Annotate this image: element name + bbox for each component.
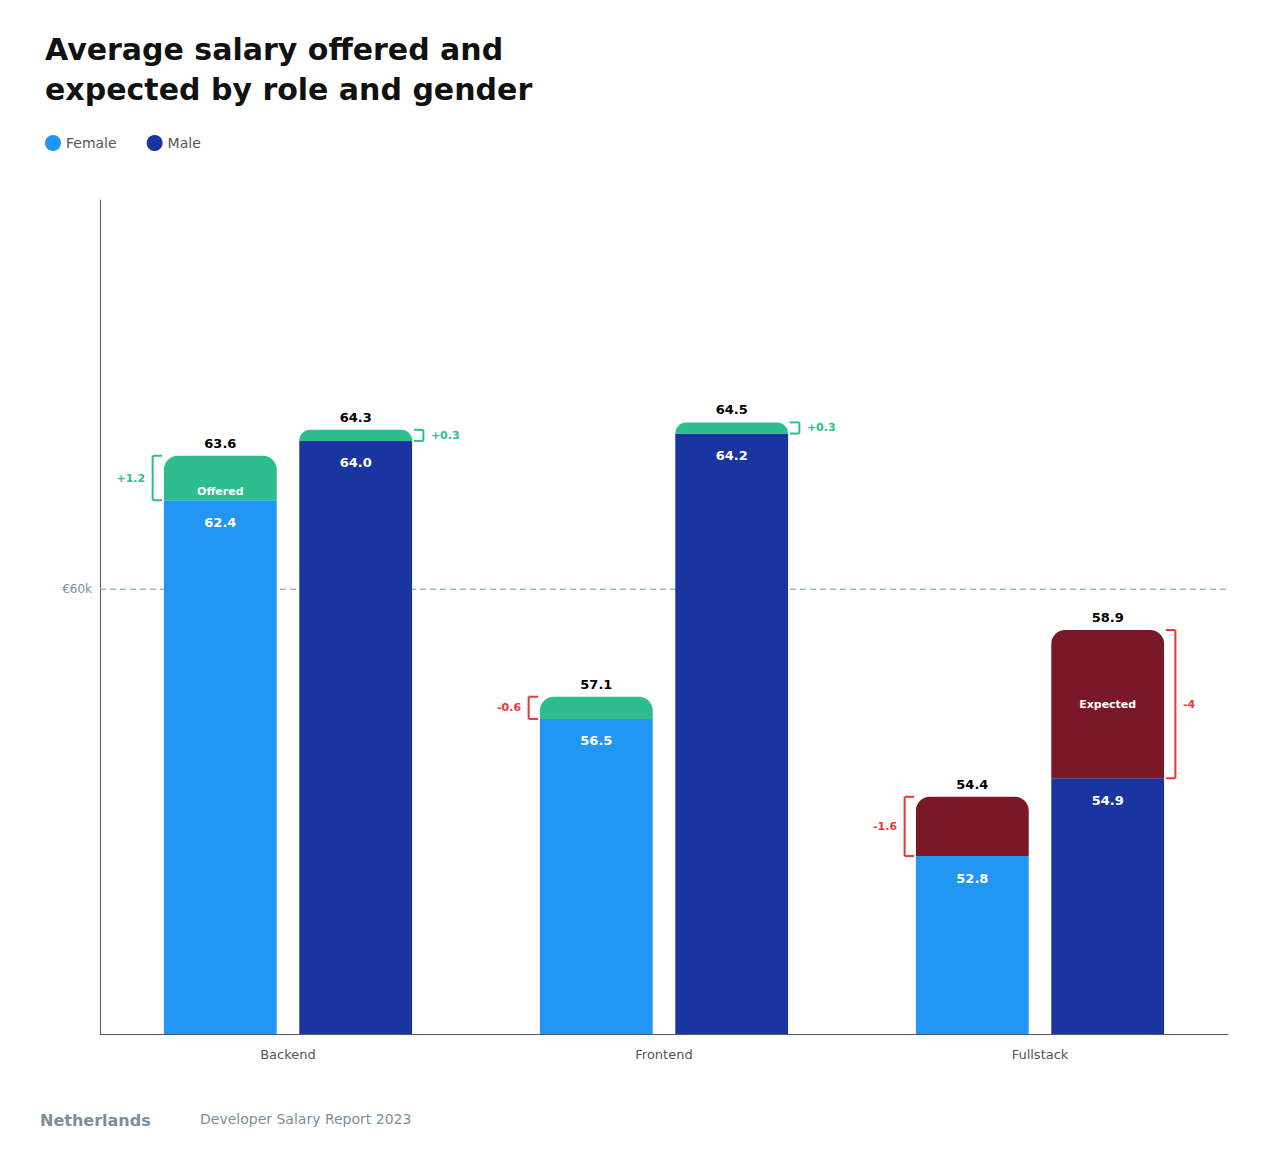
svg-text:Offered: Offered — [197, 485, 243, 498]
svg-text:Frontend: Frontend — [635, 1047, 692, 1062]
svg-text:Female: Female — [66, 135, 117, 151]
svg-text:52.8: 52.8 — [956, 871, 988, 886]
svg-text:64.5: 64.5 — [716, 402, 748, 417]
svg-text:-1.6: -1.6 — [873, 820, 897, 833]
svg-text:57.1: 57.1 — [580, 677, 612, 692]
svg-text:Developer Salary Report 2023: Developer Salary Report 2023 — [200, 1111, 411, 1127]
svg-text:54.9: 54.9 — [1092, 793, 1124, 808]
svg-text:Male: Male — [168, 135, 201, 151]
svg-text:+1.2: +1.2 — [116, 472, 145, 485]
svg-text:€60k: €60k — [62, 582, 92, 596]
svg-text:+0.3: +0.3 — [807, 421, 836, 434]
svg-text:56.5: 56.5 — [580, 733, 612, 748]
svg-text:-4: -4 — [1183, 698, 1196, 711]
svg-text:expected by role and gender: expected by role and gender — [45, 72, 532, 107]
svg-text:64.2: 64.2 — [716, 448, 748, 463]
svg-text:+0.3: +0.3 — [431, 429, 460, 442]
svg-text:Backend: Backend — [260, 1047, 316, 1062]
svg-text:Expected: Expected — [1079, 698, 1136, 711]
svg-text:58.9: 58.9 — [1092, 610, 1124, 625]
svg-text:54.4: 54.4 — [956, 777, 988, 792]
svg-text:Netherlands: Netherlands — [40, 1111, 151, 1130]
svg-text:64.0: 64.0 — [340, 455, 372, 470]
svg-text:63.6: 63.6 — [204, 436, 236, 451]
svg-text:-0.6: -0.6 — [497, 701, 521, 714]
svg-text:64.3: 64.3 — [340, 410, 372, 425]
svg-text:Average salary offered and: Average salary offered and — [45, 32, 503, 67]
svg-text:62.4: 62.4 — [204, 515, 236, 530]
svg-text:Fullstack: Fullstack — [1012, 1047, 1069, 1062]
